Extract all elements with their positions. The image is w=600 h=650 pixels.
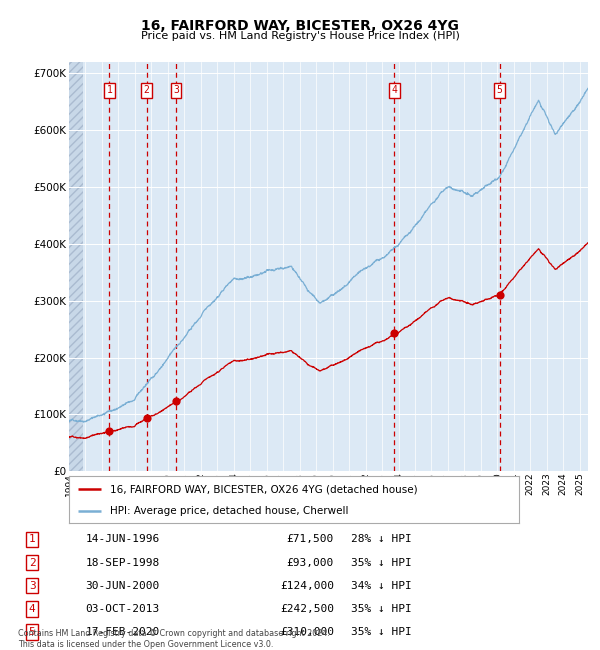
Text: 14-JUN-1996: 14-JUN-1996 [86,534,160,544]
Text: 34% ↓ HPI: 34% ↓ HPI [351,580,412,591]
Text: 16, FAIRFORD WAY, BICESTER, OX26 4YG (detached house): 16, FAIRFORD WAY, BICESTER, OX26 4YG (de… [110,484,417,494]
Text: 1: 1 [106,85,112,96]
Text: 16, FAIRFORD WAY, BICESTER, OX26 4YG: 16, FAIRFORD WAY, BICESTER, OX26 4YG [141,20,459,34]
Text: 3: 3 [173,85,179,96]
Point [389,328,399,339]
Text: 18-SEP-1998: 18-SEP-1998 [86,558,160,567]
Text: £71,500: £71,500 [287,534,334,544]
Point [495,290,505,300]
Text: £242,500: £242,500 [280,604,334,614]
Text: HPI: Average price, detached house, Cherwell: HPI: Average price, detached house, Cher… [110,506,348,515]
Text: £93,000: £93,000 [287,558,334,567]
Text: 35% ↓ HPI: 35% ↓ HPI [351,627,412,637]
Text: 28% ↓ HPI: 28% ↓ HPI [351,534,412,544]
Text: 2: 2 [29,558,35,567]
Point [171,395,181,406]
Text: 03-OCT-2013: 03-OCT-2013 [86,604,160,614]
Text: 5: 5 [29,627,35,637]
Text: 35% ↓ HPI: 35% ↓ HPI [351,604,412,614]
Point [142,413,151,424]
Text: 35% ↓ HPI: 35% ↓ HPI [351,558,412,567]
Text: 30-JUN-2000: 30-JUN-2000 [86,580,160,591]
Text: 2: 2 [143,85,149,96]
Text: 17-FEB-2020: 17-FEB-2020 [86,627,160,637]
Text: 4: 4 [391,85,397,96]
Text: £310,000: £310,000 [280,627,334,637]
Text: 5: 5 [497,85,502,96]
Text: Contains HM Land Registry data © Crown copyright and database right 2024.
This d: Contains HM Land Registry data © Crown c… [18,629,330,649]
Point [104,425,114,436]
Text: £124,000: £124,000 [280,580,334,591]
Bar [69,62,83,471]
Text: 1: 1 [29,534,35,544]
Text: Price paid vs. HM Land Registry's House Price Index (HPI): Price paid vs. HM Land Registry's House … [140,31,460,41]
Text: 3: 3 [29,580,35,591]
Text: 4: 4 [29,604,35,614]
